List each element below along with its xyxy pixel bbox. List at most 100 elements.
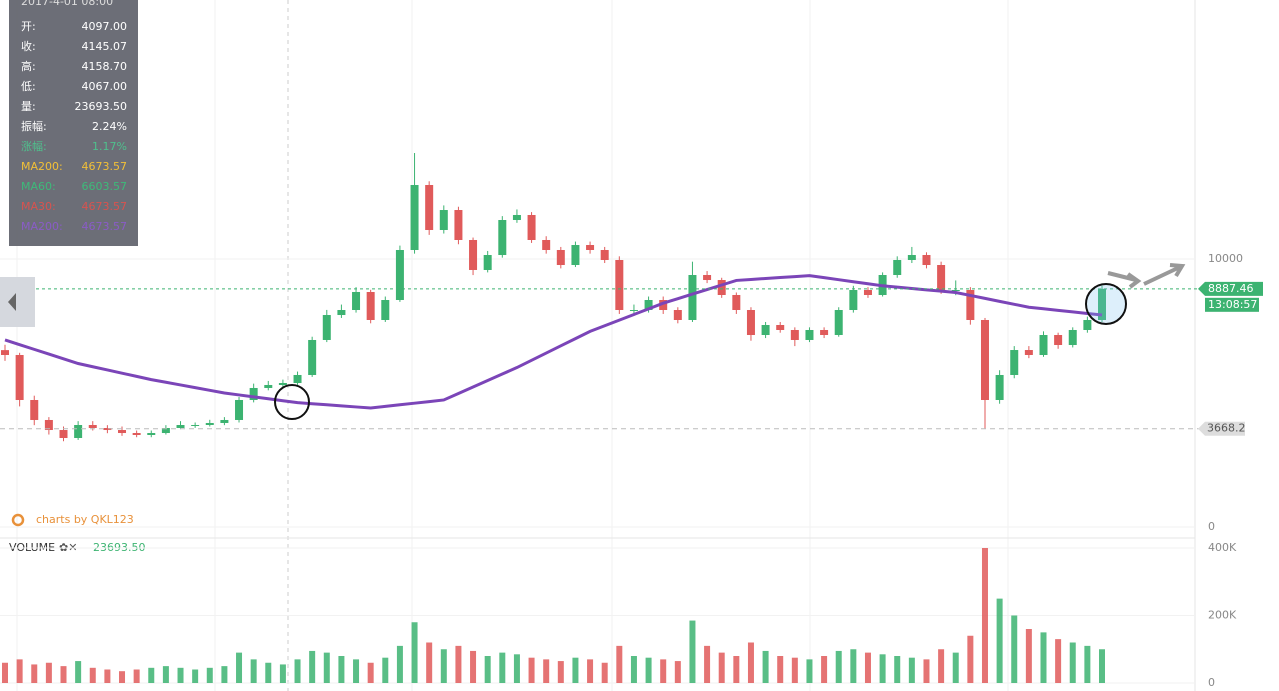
candle-body — [1083, 319, 1092, 330]
candle-body — [278, 383, 287, 385]
volume-bar — [60, 666, 67, 683]
arrow — [1143, 263, 1186, 286]
volume-bar — [221, 666, 228, 683]
candle-body — [1024, 350, 1033, 355]
y-tick-label: 0 — [1208, 520, 1215, 533]
candle-body — [410, 185, 419, 250]
ma-line — [4, 274, 1103, 410]
candle-body — [863, 290, 872, 295]
candle-body — [571, 245, 580, 266]
candle-body — [74, 424, 83, 438]
candle-body — [717, 280, 726, 295]
volume-bar — [484, 656, 491, 683]
tooltip-value: 4158.70 — [82, 60, 128, 73]
volume-bar — [952, 652, 959, 683]
candle-body — [352, 291, 361, 311]
candle-body — [381, 300, 390, 320]
candle-body — [264, 384, 273, 388]
tooltip-label: 低: — [21, 80, 36, 93]
candle-body — [132, 433, 141, 435]
logo — [11, 513, 25, 527]
candle-body — [586, 245, 595, 250]
volume-bar — [894, 656, 901, 683]
candle-body — [366, 291, 375, 320]
candle-body — [1039, 335, 1048, 355]
volume-bar — [177, 667, 184, 683]
volume-bar — [777, 656, 784, 683]
candle-body — [395, 249, 404, 301]
candle-body — [907, 255, 916, 260]
candle-body — [205, 422, 214, 425]
volume-bar — [45, 662, 52, 683]
candle-body — [761, 325, 770, 336]
volume-bar — [206, 667, 213, 683]
tooltip-value: 6603.57 — [82, 180, 128, 193]
last-price-tag — [1198, 281, 1263, 296]
tooltip-value: 4673.57 — [82, 160, 128, 173]
candle-body — [805, 329, 814, 340]
volume-bar — [879, 654, 886, 683]
volume-bar — [821, 656, 828, 683]
volume-bar — [923, 659, 930, 683]
volume-bar — [908, 657, 915, 683]
volume-bar — [660, 659, 667, 683]
candle-body — [615, 259, 624, 311]
volume-bar — [850, 649, 857, 683]
candle-body — [1098, 288, 1106, 320]
candle-body — [527, 214, 536, 240]
candle-body — [15, 354, 24, 400]
tooltip-value: 4067.00 — [82, 80, 128, 93]
volume-bar — [791, 657, 798, 683]
y-tick-label: 0 — [1208, 676, 1215, 689]
tooltip-value: 1.17% — [92, 140, 127, 153]
volume-bar — [864, 652, 871, 683]
tooltip-value: 4673.57 — [82, 220, 128, 233]
candle-body — [88, 424, 97, 429]
volume-bar — [250, 659, 257, 683]
nav-left[interactable] — [0, 277, 35, 327]
volume-bar — [396, 645, 403, 683]
candle-body — [776, 325, 785, 330]
candle-body — [688, 274, 697, 320]
candle-body — [600, 249, 609, 260]
volume-bar — [1025, 629, 1032, 683]
volume-bar — [470, 650, 477, 683]
candle-body — [703, 274, 712, 281]
volume-bar — [382, 657, 389, 683]
volume-bar — [557, 661, 564, 683]
volume-bar — [762, 650, 769, 683]
volume-bar — [75, 661, 82, 683]
volume-bar — [353, 659, 360, 683]
volume-bar — [89, 667, 96, 683]
candle-body — [849, 290, 858, 311]
volume-bar — [1084, 645, 1091, 683]
candle-body — [454, 210, 463, 240]
volume-bar — [674, 661, 681, 683]
highlight-circle — [1085, 283, 1127, 325]
volume-bar — [119, 671, 126, 683]
tooltip-value: 4145.07 — [82, 40, 128, 53]
candle-body — [59, 430, 68, 438]
candle-body — [337, 310, 346, 316]
volume-bar — [1069, 642, 1076, 683]
candle-body — [732, 294, 741, 311]
volume-bar — [426, 642, 433, 683]
range-low-tag — [1198, 421, 1245, 436]
arrow — [1107, 271, 1142, 289]
candle-body — [673, 310, 682, 320]
volume-bar — [587, 659, 594, 683]
volume-bar — [689, 620, 696, 683]
volume-bar — [1055, 639, 1062, 683]
candle-body — [483, 255, 492, 270]
volume-bar — [499, 652, 506, 683]
volume-bar — [2, 662, 8, 683]
last-price: 8887.46 — [1208, 282, 1254, 295]
volume-bar — [31, 664, 38, 683]
volume-bar — [367, 662, 374, 683]
candle-body — [980, 319, 989, 400]
volume-bar — [411, 622, 418, 683]
candle-body — [44, 419, 53, 431]
tooltip-label: 量: — [21, 100, 36, 113]
highlight-circle — [274, 384, 310, 420]
volume-bar — [967, 635, 974, 683]
